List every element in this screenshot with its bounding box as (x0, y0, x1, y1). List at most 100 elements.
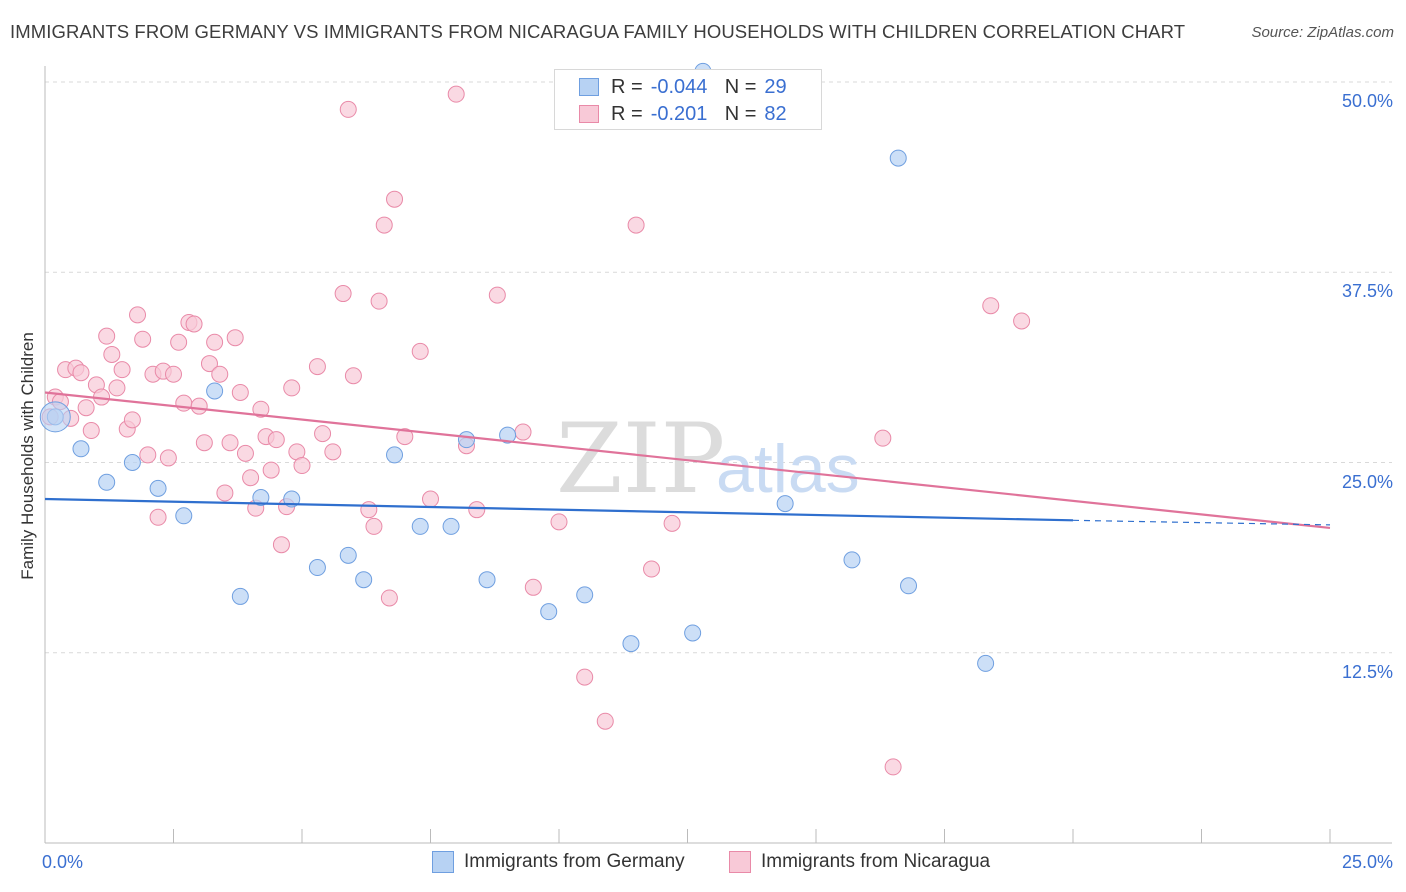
germany-point-cluster (39, 401, 71, 433)
nicaragua-point (170, 333, 188, 351)
germany-trend-extension (1072, 519, 1331, 526)
nicaragua-point (149, 508, 167, 526)
nicaragua-point (82, 422, 100, 440)
nicaragua-point (252, 400, 270, 418)
nicaragua-point (272, 536, 290, 554)
germany-point (149, 479, 167, 497)
y-axis-label: Family Households with Children (18, 332, 37, 580)
watermark-atlas: atlas (716, 431, 860, 507)
nicaragua-legend-swatch (729, 851, 751, 873)
nicaragua-point (334, 285, 352, 303)
nicaragua-point (185, 315, 203, 333)
nicaragua-point (488, 286, 506, 304)
germany-point (339, 546, 357, 564)
nicaragua-point (283, 379, 301, 397)
x-tick-label-max: 25.0% (1341, 852, 1393, 872)
germany-point (98, 473, 116, 491)
axes (44, 66, 1392, 844)
germany-point (499, 426, 517, 444)
nicaragua-point (108, 379, 126, 397)
nicaragua-point (262, 461, 280, 479)
r-label: R = (611, 102, 643, 125)
nicaragua-point (576, 668, 594, 686)
nicaragua-point (308, 358, 326, 376)
n-value: 29 (764, 75, 787, 98)
germany-point (206, 382, 224, 400)
nicaragua-point (643, 560, 661, 578)
germany-swatch (579, 78, 599, 96)
nicaragua-point (596, 712, 614, 730)
nicaragua-point (324, 443, 342, 461)
germany-point (576, 586, 594, 604)
germany-point (478, 571, 496, 589)
nicaragua-point (77, 399, 95, 417)
germany-point (843, 551, 861, 569)
nicaragua-point (982, 297, 1000, 315)
legend-label-nicaragua: Immigrants from Nicaragua (761, 851, 991, 872)
germany-point (308, 559, 326, 577)
nicaragua-point (159, 449, 177, 467)
legend-label-germany: Immigrants from Germany (464, 851, 685, 872)
nicaragua-point (221, 434, 239, 452)
germany-point (977, 654, 995, 672)
nicaragua-swatch (579, 105, 599, 123)
germany-point (175, 507, 193, 525)
nicaragua-point (344, 367, 362, 385)
series-legend: Immigrants from Germany Immigrants from … (0, 851, 1406, 879)
germany-point (889, 149, 907, 167)
nicaragua-point (627, 216, 645, 234)
nicaragua-point (242, 469, 260, 487)
y-tick-label: 25.0% (1341, 471, 1393, 492)
nicaragua-point (267, 431, 285, 449)
germany-point (684, 624, 702, 642)
germany-point (776, 495, 794, 513)
nicaragua-point (190, 397, 208, 415)
stats-row-nicaragua: R = -0.201 N = 82 (579, 101, 787, 127)
legend-item-nicaragua[interactable]: Immigrants from Nicaragua (729, 851, 990, 873)
nicaragua-point (468, 501, 486, 519)
stats-row-germany: R = -0.044 N = 29 (579, 74, 787, 100)
germany-legend-swatch (432, 851, 454, 873)
nicaragua-point (195, 434, 213, 452)
nicaragua-point (550, 513, 568, 531)
watermark: ZIP atlas (556, 403, 860, 515)
nicaragua-point (103, 345, 121, 363)
n-label: N = (724, 102, 757, 125)
watermark-zip: ZIP (556, 403, 725, 515)
x-tick-label-min: 0.0% (42, 852, 84, 872)
nicaragua-point (314, 425, 332, 443)
nicaragua-point (422, 490, 439, 508)
r-value: -0.201 (650, 102, 708, 125)
germany-point (231, 587, 249, 605)
germany-point (386, 446, 404, 464)
nicaragua-point (200, 355, 218, 373)
nicaragua-point (370, 292, 388, 310)
nicaragua-point (524, 578, 542, 596)
nicaragua-point (226, 329, 244, 347)
nicaragua-point (365, 517, 383, 535)
germany-point (123, 454, 141, 471)
germany-point (252, 489, 270, 507)
germany-point (900, 577, 918, 595)
nicaragua-point (380, 589, 398, 607)
n-value: 82 (764, 102, 787, 125)
nicaragua-point (375, 216, 393, 234)
nicaragua-point (206, 333, 224, 351)
germany-point (355, 571, 373, 589)
germany-point (442, 517, 460, 535)
nicaragua-point (211, 365, 229, 383)
nicaragua-point (123, 411, 141, 429)
nicaragua-point (447, 85, 465, 103)
nicaragua-point (129, 306, 147, 324)
nicaragua-point (1013, 312, 1031, 330)
nicaragua-point (98, 327, 116, 345)
n-label: N = (724, 75, 757, 98)
trend-lines (44, 391, 1331, 530)
stats-legend: R = -0.044 N = 29 R = -0.201 N = 82 (554, 69, 822, 130)
nicaragua-point (874, 429, 892, 447)
nicaragua-point (339, 100, 357, 118)
nicaragua-point (386, 190, 404, 208)
germany-point (411, 517, 429, 535)
legend-item-germany[interactable]: Immigrants from Germany (432, 851, 685, 873)
